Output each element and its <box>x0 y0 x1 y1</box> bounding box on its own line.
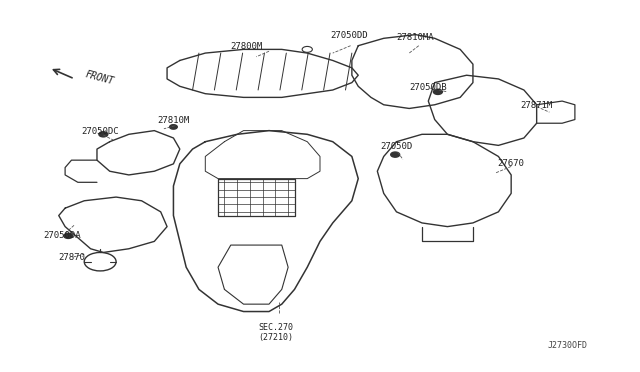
Text: 27670: 27670 <box>498 159 525 168</box>
Text: 27810M: 27810M <box>157 116 189 125</box>
Text: 27050DD: 27050DD <box>330 31 367 40</box>
Text: 27870: 27870 <box>58 253 85 262</box>
Text: 27050D: 27050D <box>380 142 413 151</box>
Circle shape <box>99 132 108 137</box>
Text: 27050DC: 27050DC <box>81 127 119 136</box>
Circle shape <box>391 152 399 157</box>
Text: 27810MA: 27810MA <box>397 33 435 42</box>
Text: 27050DA: 27050DA <box>43 231 81 240</box>
Text: FRONT: FRONT <box>84 69 115 86</box>
Circle shape <box>170 125 177 129</box>
Text: 27800M: 27800M <box>230 42 263 51</box>
Circle shape <box>433 89 442 94</box>
Text: J2730OFD: J2730OFD <box>548 341 588 350</box>
Text: 27871M: 27871M <box>520 102 553 110</box>
Circle shape <box>64 233 73 238</box>
Text: SEC.270
(27210): SEC.270 (27210) <box>258 323 293 342</box>
Text: 27050DB: 27050DB <box>410 83 447 92</box>
